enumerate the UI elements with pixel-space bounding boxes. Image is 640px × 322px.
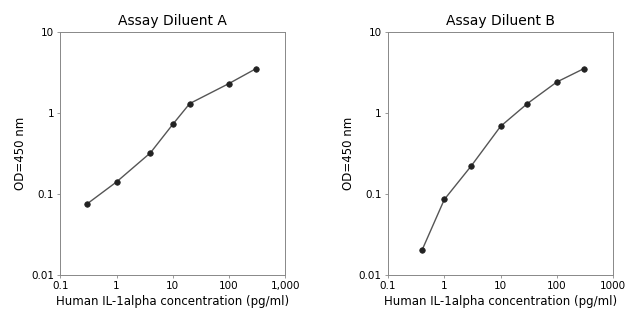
Y-axis label: OD=450 nm: OD=450 nm [342,117,355,190]
X-axis label: Human IL-1alpha concentration (pg/ml): Human IL-1alpha concentration (pg/ml) [56,295,289,308]
Title: Assay Diluent A: Assay Diluent A [118,14,227,28]
X-axis label: Human IL-1alpha concentration (pg/ml): Human IL-1alpha concentration (pg/ml) [384,295,617,308]
Title: Assay Diluent B: Assay Diluent B [446,14,555,28]
Y-axis label: OD=450 nm: OD=450 nm [14,117,27,190]
